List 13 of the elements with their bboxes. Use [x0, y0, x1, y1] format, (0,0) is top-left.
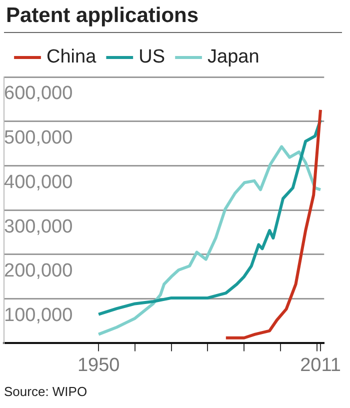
y-tick-label: 300,000	[4, 216, 73, 238]
legend-label: US	[138, 46, 166, 68]
legend-label: Japan	[208, 46, 260, 68]
y-tick-label: 400,000	[4, 172, 73, 193]
y-tick-label: 100,000	[4, 305, 73, 326]
y-tick-label: 200,000	[4, 260, 73, 282]
chart-title: Patent applications	[6, 4, 199, 28]
legend-label: China	[46, 46, 97, 68]
x-tick-label: 2011	[300, 354, 341, 376]
y-tick-label: 500,000	[4, 128, 73, 149]
source-note: Source: WIPO	[4, 384, 88, 399]
y-tick-label: 600,000	[4, 83, 73, 104]
x-tick-label: 1950	[77, 354, 120, 376]
